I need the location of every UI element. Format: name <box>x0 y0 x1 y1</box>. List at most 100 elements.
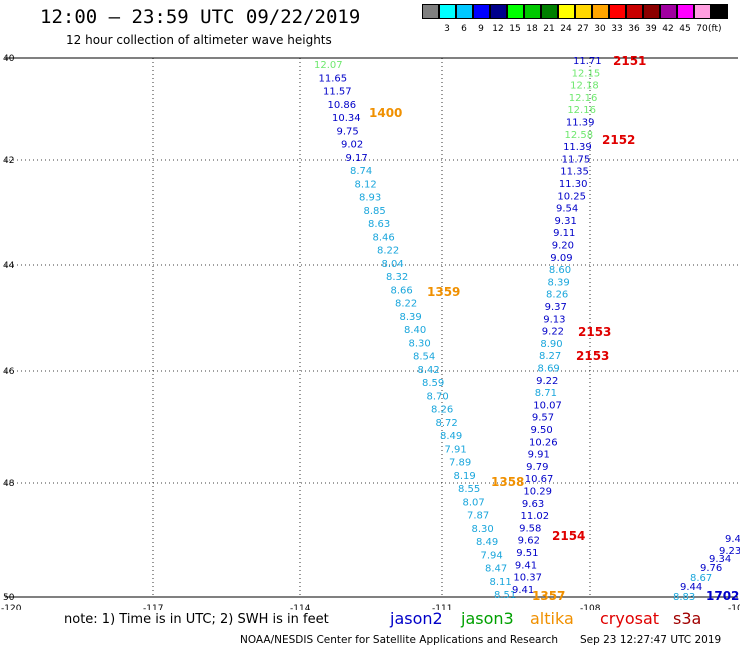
altimeter-map: 40 42 44 46 48 50-120 -117 -114 -111 -108 -105 12.0… <box>1 54 740 610</box>
swh-value-east: 9.44 <box>680 582 702 593</box>
lon-tick-label: -108 <box>580 604 601 610</box>
scale-unit: (ft) <box>708 24 722 34</box>
swh-value-central: 10.25 <box>557 191 586 202</box>
pass-time-label: 2154 <box>552 529 585 543</box>
swh-value-east: 1702 <box>706 589 739 603</box>
swh-value-central: 9.91 <box>528 450 550 461</box>
swh-value-west: 7.89 <box>449 458 471 469</box>
swh-value-central: 9.11 <box>553 228 575 239</box>
swh-value-central: 11.02 <box>521 511 550 522</box>
swh-value-west: 8.12 <box>355 179 377 190</box>
footer-note: note: 1) Time is in UTC; 2) SWH is in fe… <box>64 612 329 627</box>
swh-value-west: 9.02 <box>341 140 363 151</box>
swh-value-central: 10.67 <box>525 474 554 485</box>
swh-value-west: 9.75 <box>337 126 359 137</box>
swh-value-west: 9.17 <box>346 153 368 164</box>
swh-value-west: 8.26 <box>431 405 453 416</box>
swh-value-central: 12.58 <box>564 130 593 141</box>
scale-label: 24 <box>560 24 572 34</box>
scale-label: 18 <box>526 24 538 34</box>
legend-cryosat: cryosat <box>600 609 660 628</box>
scale-swatch <box>456 4 473 19</box>
swh-value-central: 11.39 <box>566 118 595 129</box>
scale-label: 21 <box>543 24 555 34</box>
swh-value-west: 8.55 <box>458 484 480 495</box>
scale-swatch <box>643 4 660 19</box>
swh-value-west: 8.54 <box>413 352 435 363</box>
swh-value-west: 8.63 <box>368 219 390 230</box>
swh-value-central: 9.41 <box>515 560 537 571</box>
scale-label: 70 <box>696 24 708 34</box>
legend-jason3: jason3 <box>461 609 514 628</box>
scale-swatch <box>558 4 575 19</box>
swh-value-west: 8.72 <box>436 418 458 429</box>
pass-time-label: 2153 <box>576 349 609 363</box>
swh-value-central: 12.16 <box>567 105 596 116</box>
legend-s3a: s3a <box>673 609 702 628</box>
swh-value-central: 9.37 <box>545 302 567 313</box>
swh-value-central: 8.69 <box>538 364 560 375</box>
pass-time-label: 1400 <box>369 106 402 120</box>
swh-value-west: 8.30 <box>409 338 431 349</box>
scale-label: 42 <box>662 24 674 34</box>
swh-value-central: 11.35 <box>560 167 589 178</box>
lat-tick-label: 46 <box>3 367 15 377</box>
swh-value-west: 8.39 <box>400 312 422 323</box>
lon-tick-label: -111 <box>432 604 452 610</box>
swh-value-west: 8.04 <box>382 259 404 270</box>
scale-label: 12 <box>492 24 504 34</box>
swh-value-west: 8.74 <box>350 166 372 177</box>
swh-value-central: 11.75 <box>562 154 591 165</box>
swh-value-west: 8.66 <box>391 285 413 296</box>
swh-value-west: 8.32 <box>386 272 408 283</box>
swh-value-central: 10.37 <box>513 573 542 584</box>
swh-value-central: 10.29 <box>523 487 552 498</box>
scale-swatch <box>439 4 456 19</box>
swh-value-central: 10.07 <box>533 400 562 411</box>
swh-value-central: 9.63 <box>522 499 544 510</box>
swh-value-central: 9.31 <box>555 216 577 227</box>
swh-value-west: 8.85 <box>364 206 386 217</box>
swh-value-central: 11.30 <box>559 179 588 190</box>
swh-value-east: 9.4 <box>725 534 740 545</box>
swh-value-central: 9.51 <box>516 548 538 559</box>
swh-value-central: 11.39 <box>563 142 592 153</box>
swh-value-west: 8.93 <box>359 193 381 204</box>
swh-value-central: 8.26 <box>546 290 568 301</box>
page-subtitle: 12 hour collection of altimeter wave hei… <box>66 33 332 47</box>
lat-tick-label: 50 <box>3 593 15 603</box>
swh-value-central: 8.90 <box>540 339 562 350</box>
scale-swatch <box>422 4 439 19</box>
swh-value-central: 10.26 <box>529 437 558 448</box>
page-title: 12:00 – 23:59 UTC 09/22/2019 <box>40 6 361 28</box>
swh-value-east: 9.34 <box>709 554 731 565</box>
swh-value-west: 10.34 <box>332 113 361 124</box>
swh-value-central: 9.20 <box>552 241 574 252</box>
scale-swatch <box>609 4 626 19</box>
swh-value-central: 12.15 <box>572 68 601 79</box>
legend-jason2: jason2 <box>390 609 443 628</box>
swh-value-central: 9.09 <box>550 253 572 264</box>
pass-time-label: 1359 <box>427 285 460 299</box>
swh-value-west: 8.19 <box>454 471 476 482</box>
scale-swatch <box>694 4 711 19</box>
swh-value-west: 8.40 <box>404 325 426 336</box>
lon-tick-label: -105 <box>728 604 740 610</box>
swh-value-east: 9.76 <box>700 563 722 574</box>
pass-time-label: 2152 <box>602 133 635 147</box>
swh-value-central: 9.62 <box>518 536 540 547</box>
pass-time-label: 1357 <box>532 589 565 603</box>
credit-line: NOAA/NESDIS Center for Satellite Applica… <box>240 634 558 646</box>
scale-swatch <box>541 4 558 19</box>
swh-value-central: 9.57 <box>532 413 554 424</box>
swh-value-central: 12.18 <box>570 81 599 92</box>
lat-tick-label: 48 <box>3 479 15 489</box>
swh-value-west: 8.70 <box>427 391 449 402</box>
pass-time-label: 2151 <box>613 54 646 68</box>
swh-value-west: 8.42 <box>418 365 440 376</box>
swh-value-west: 8.30 <box>472 524 494 535</box>
scale-label: 27 <box>577 24 589 34</box>
scale-label: 3 <box>444 24 450 34</box>
scale-label: 30 <box>594 24 606 34</box>
swh-value-west: 8.07 <box>463 497 485 508</box>
